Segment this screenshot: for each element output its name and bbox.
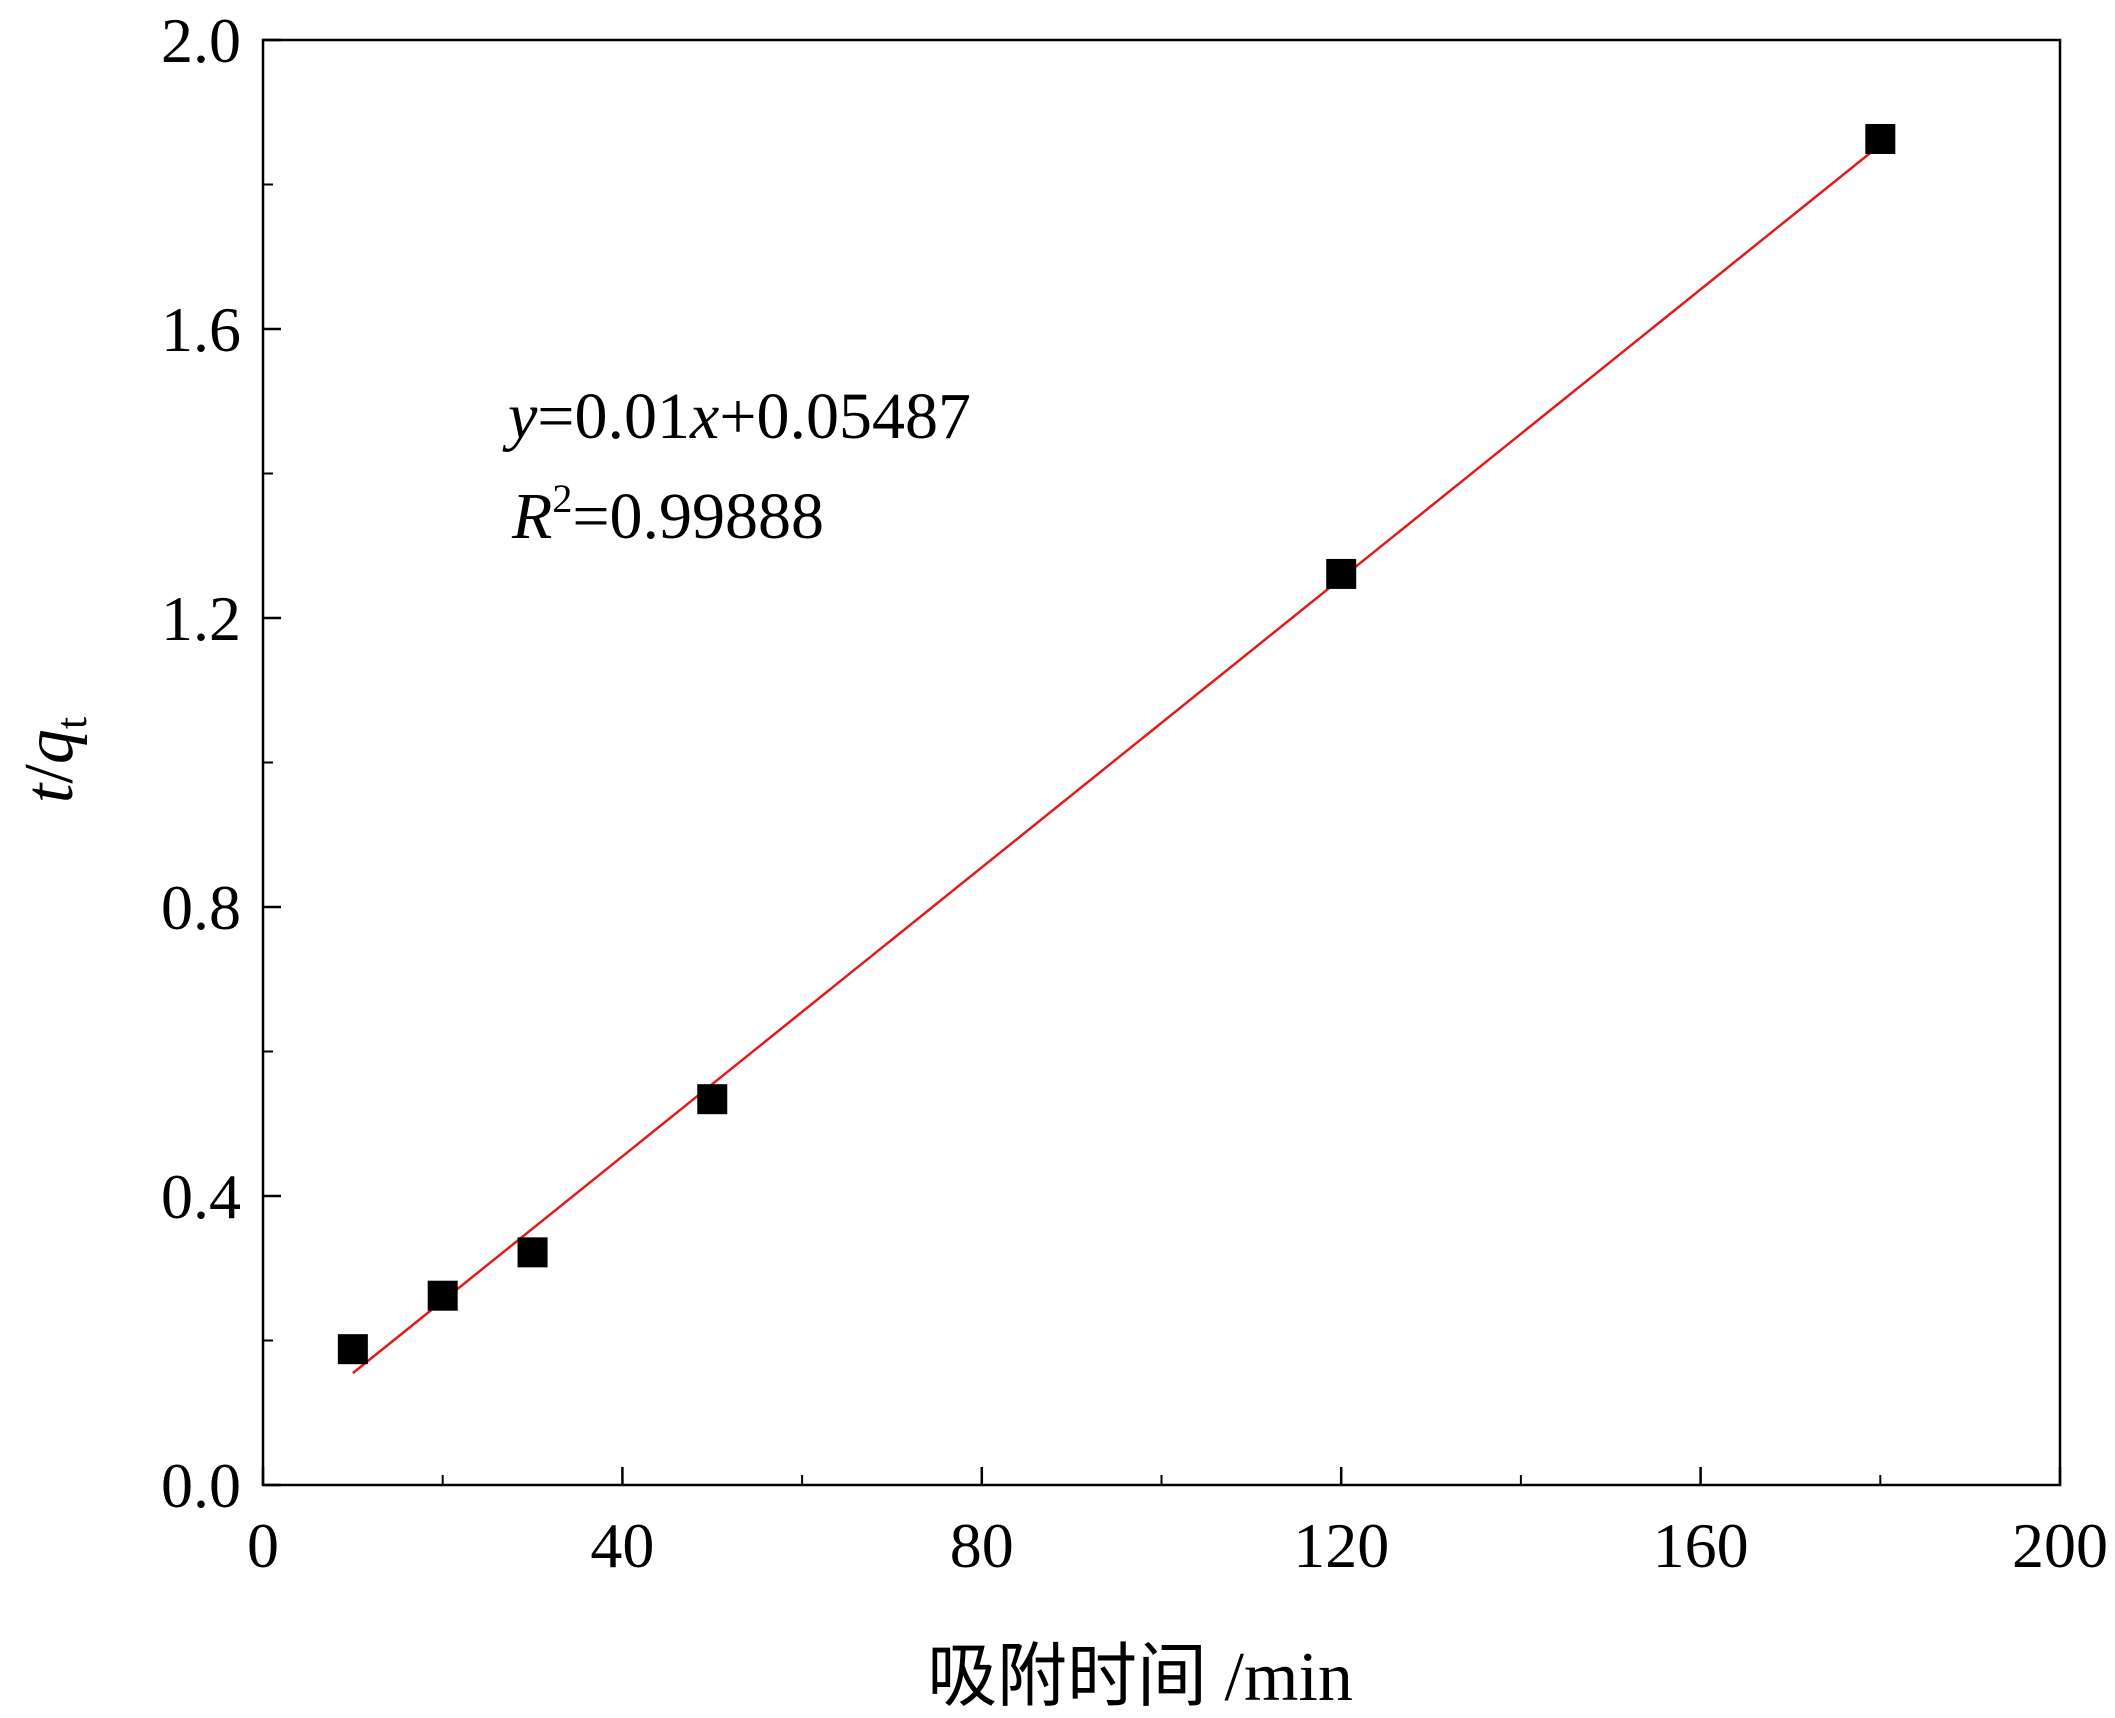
x-axis-title: 吸附时间 /min: [927, 1639, 1353, 1713]
y-axis-title: t/qt: [11, 717, 96, 803]
eq-intercept: +0.05487: [719, 380, 971, 453]
y-tick-label: 0.8: [161, 872, 241, 943]
data-point: [427, 1280, 458, 1311]
x-tick-label: 160: [1653, 1510, 1749, 1581]
x-tick-label: 0: [247, 1510, 279, 1581]
fit-line: [352, 143, 1882, 1375]
x-tick-label: 80: [950, 1510, 1014, 1581]
y-tick-label: 1.2: [161, 583, 241, 654]
eq-slope: =0.01: [537, 380, 690, 453]
x-tick-label: 200: [2012, 1510, 2108, 1581]
y-title-sub: t: [47, 717, 96, 729]
y-tick-label: 0.4: [161, 1161, 241, 1232]
r-squared: R2=0.99888: [511, 476, 824, 553]
y-axis: 0.0 0.4 0.8 1.2 1.6 2.0: [161, 5, 281, 1521]
data-point: [1326, 558, 1357, 589]
x-axis: 0 40 80 120 160 200: [247, 1467, 2108, 1581]
fit-line-layer: [352, 143, 1882, 1375]
fit-equation: y=0.01x+0.05487: [502, 380, 971, 453]
plot-border: [261, 38, 2062, 1487]
r-value: =0.99888: [572, 480, 824, 553]
data-point: [1865, 123, 1896, 154]
x-tick-label: 120: [1293, 1510, 1389, 1581]
data-points: [337, 123, 1896, 1365]
data-point: [337, 1334, 368, 1365]
plot-frame: [261, 38, 2062, 1487]
x-tick-label: 40: [590, 1510, 654, 1581]
y-tick-label: 2.0: [161, 5, 241, 76]
y-tick-label: 1.6: [161, 294, 241, 365]
data-point: [697, 1084, 728, 1115]
y-title-slash: /: [11, 764, 88, 784]
y-title-q: q: [11, 729, 88, 764]
y-title-t: t: [11, 782, 88, 803]
data-point: [517, 1237, 548, 1268]
eq-x-var: x: [689, 380, 719, 453]
r-letter: R: [511, 480, 552, 553]
r-exponent: 2: [552, 476, 572, 521]
y-tick-label: 0.0: [161, 1450, 241, 1521]
eq-y-var: y: [502, 380, 538, 453]
